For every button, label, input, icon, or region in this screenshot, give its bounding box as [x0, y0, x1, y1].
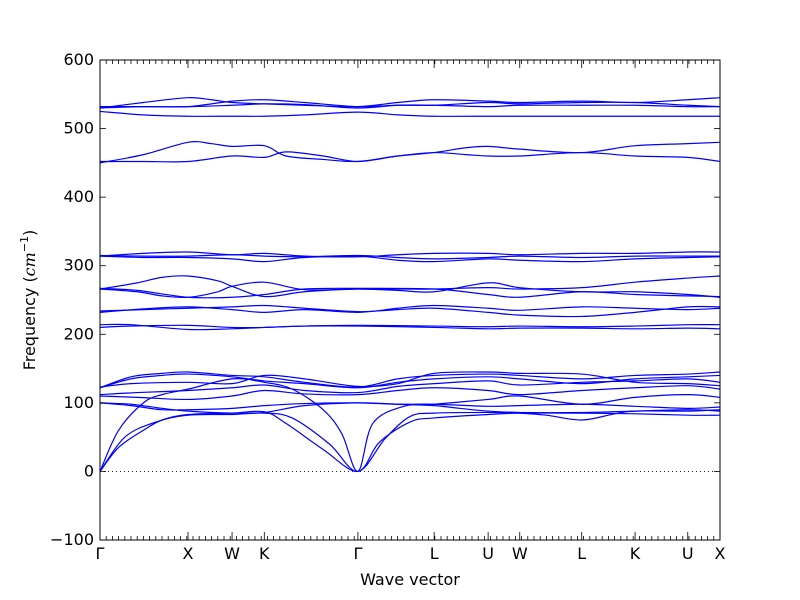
phonon-band-11	[100, 324, 720, 330]
x-tick-label: W	[512, 544, 528, 563]
phonon-band-9	[100, 371, 720, 389]
phonon-band-18	[100, 251, 720, 258]
y-tick-label: 0	[84, 461, 94, 480]
y-tick-label: 100	[63, 393, 94, 412]
y-tick-label: 300	[63, 256, 94, 275]
x-tick-label: X	[183, 544, 194, 563]
bands-group	[100, 97, 720, 473]
x-tick-label: W	[224, 544, 240, 563]
y-tick-label: 500	[63, 119, 94, 138]
x-tick-label: K	[630, 544, 641, 563]
phonon-band-16	[100, 281, 720, 299]
x-tick-label: K	[259, 544, 270, 563]
phonon-band-20	[100, 254, 720, 260]
phonon-band-12	[100, 323, 720, 331]
phonon-band-7	[100, 378, 720, 396]
y-tick-label: −100	[50, 530, 94, 549]
x-tick-label: Γ	[353, 544, 362, 563]
x-axis-label: Wave vector	[360, 570, 460, 589]
phonon-band-23	[100, 110, 720, 117]
y-tick-label: 600	[63, 50, 94, 69]
plot-frame	[99, 59, 721, 541]
phonon-band-6	[100, 385, 720, 401]
phonon-band-26	[100, 103, 720, 109]
x-tick-label: X	[715, 544, 726, 563]
phonon-band-2	[100, 409, 720, 473]
y-tick-label: 400	[63, 187, 94, 206]
phonon-band-22	[100, 151, 720, 163]
phonon-band-10	[100, 371, 720, 388]
x-tick-label: L	[430, 544, 439, 563]
x-tick-label: U	[482, 544, 494, 563]
y-axis-label: Frequency (cm−1)	[18, 230, 39, 371]
phonon-band-3	[100, 378, 720, 473]
phonon-band-19	[100, 255, 720, 263]
phonon-band-1	[100, 410, 720, 473]
phonon-band-17	[100, 287, 720, 299]
phonon-band-5	[100, 402, 720, 411]
y-axis-ticks: −100 0 100 200 300 400 500 600	[50, 50, 720, 549]
x-tick-label: U	[682, 544, 694, 563]
phonon-band-14	[100, 304, 720, 318]
y-tick-label: 200	[63, 324, 94, 343]
phonon-band-21	[100, 141, 720, 164]
x-tick-label: L	[577, 544, 586, 563]
x-tick-label: Γ	[96, 544, 105, 563]
